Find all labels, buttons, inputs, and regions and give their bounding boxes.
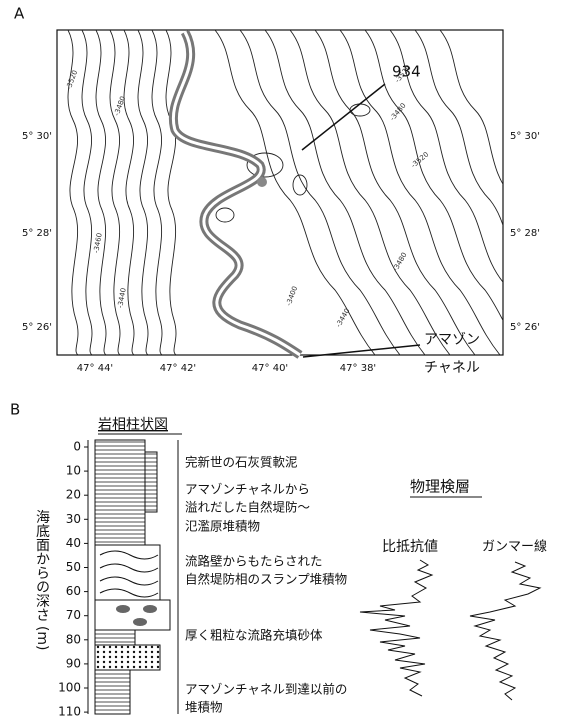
- lat-label: 5° 30': [510, 131, 540, 142]
- sand-unit: [95, 645, 160, 670]
- description: 溢れだした自然堤防～: [185, 500, 310, 515]
- depth-tick-label: 40: [66, 536, 81, 550]
- logs-title: 物理検層: [410, 478, 470, 496]
- resistivity-log: [360, 560, 432, 696]
- channel-label: アマゾン: [424, 332, 480, 348]
- lon-label: 47° 44': [77, 363, 113, 374]
- depth-tick-label: 80: [66, 632, 81, 646]
- depth-axis-label: 海底面からの深さ (m): [34, 509, 50, 650]
- lat-label: 5° 26': [510, 322, 540, 333]
- depth-tick-label: 90: [66, 656, 81, 670]
- sand-unit: [95, 600, 170, 630]
- figure: A 934 アマゾン チャネル B 岩相柱状図 海底面からの深さ (m): [0, 0, 565, 719]
- mud-unit: [95, 670, 130, 714]
- depth-tick-label: 10: [66, 464, 81, 478]
- log-name: 比抵抗値: [382, 539, 438, 555]
- lon-label: 47° 40': [252, 363, 288, 374]
- depth-tick-label: 20: [66, 488, 81, 502]
- gamma-log: [470, 562, 540, 700]
- depth-tick-label: 100: [58, 681, 81, 695]
- levee-unit: [145, 452, 157, 512]
- lat-label: 5° 28': [22, 228, 52, 239]
- depth-tick-label: 110: [58, 705, 81, 719]
- clast: [143, 605, 157, 613]
- description: 流路壁からもたらされた: [185, 554, 323, 569]
- description: 堆積物: [185, 700, 223, 715]
- lon-label: 47° 38': [340, 363, 376, 374]
- panel-label: A: [14, 5, 25, 23]
- lat-label: 5° 28': [510, 228, 540, 239]
- description: 自然堤防相のスランプ堆積物: [185, 572, 347, 587]
- mud-unit: [95, 630, 135, 645]
- depth-tick-label: 70: [66, 608, 81, 622]
- description: 厚く粗粒な流路充填砂体: [185, 628, 323, 643]
- channel-label: チャネル: [424, 360, 480, 376]
- lat-label: 5° 30': [22, 131, 52, 142]
- clast: [133, 618, 147, 626]
- description: アマゾンチャネルから: [185, 482, 310, 497]
- depth-tick-label: 0: [73, 440, 81, 454]
- column-title: 岩相柱状図: [98, 417, 168, 433]
- description: 完新世の石灰質軟泥: [185, 455, 298, 470]
- description: アマゾンチャネル到達以前の: [185, 682, 347, 697]
- depth-tick-label: 50: [66, 560, 81, 574]
- site-934: [257, 177, 267, 187]
- lon-label: 47° 42': [160, 363, 196, 374]
- lat-label: 5° 26': [22, 322, 52, 333]
- description: 氾濫原堆積物: [185, 519, 260, 534]
- log-name: ガンマー線: [482, 539, 547, 555]
- depth-tick-label: 60: [66, 584, 81, 598]
- depth-tick-label: 30: [66, 512, 81, 526]
- panel-label: B: [10, 401, 20, 419]
- clast: [116, 605, 130, 613]
